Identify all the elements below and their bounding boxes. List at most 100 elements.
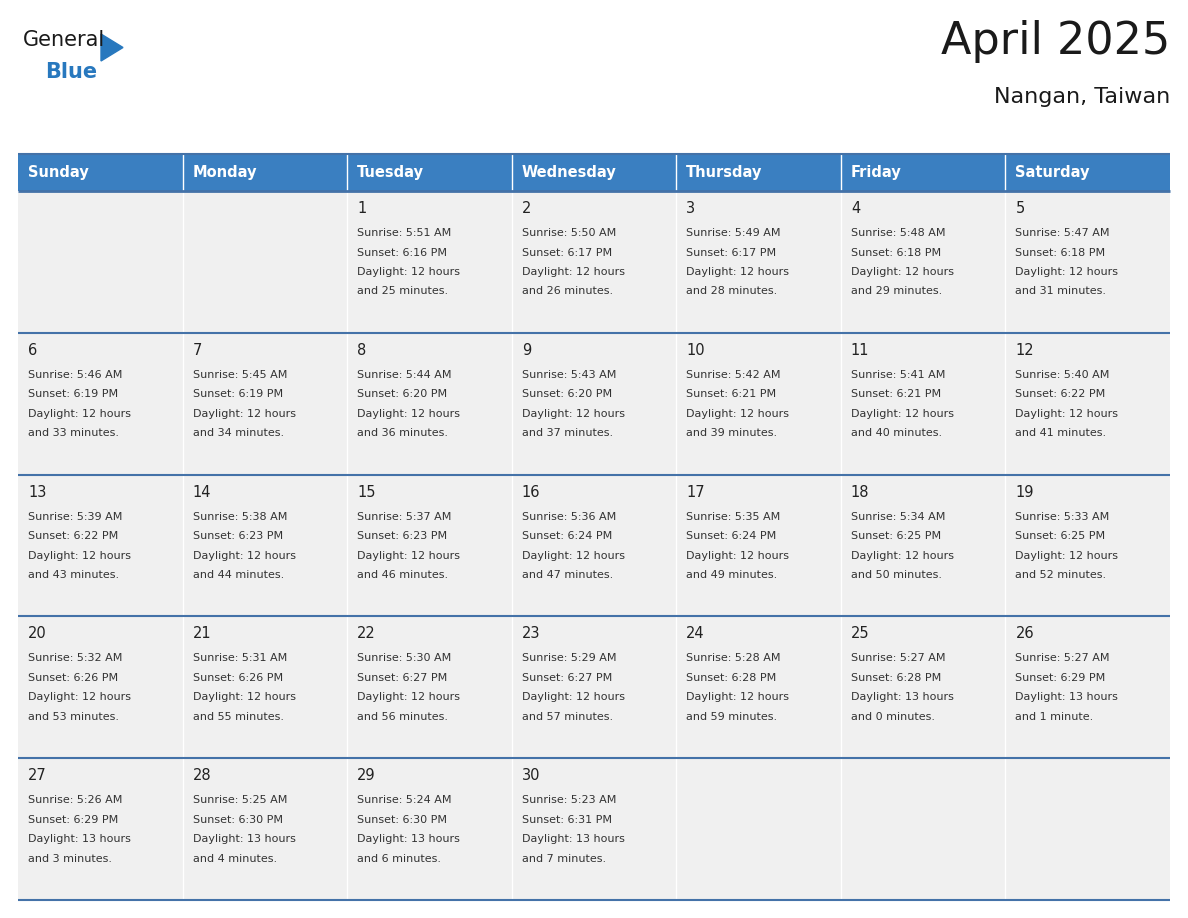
- Text: Sunrise: 5:37 AM: Sunrise: 5:37 AM: [358, 511, 451, 521]
- Text: Sunset: 6:24 PM: Sunset: 6:24 PM: [687, 532, 777, 541]
- Text: and 53 minutes.: and 53 minutes.: [29, 711, 119, 722]
- Text: 27: 27: [29, 768, 46, 783]
- Text: General: General: [23, 30, 106, 50]
- Text: Sunrise: 5:50 AM: Sunrise: 5:50 AM: [522, 228, 615, 238]
- Text: Sunrise: 5:43 AM: Sunrise: 5:43 AM: [522, 370, 617, 380]
- Bar: [183, 475, 347, 616]
- Text: Sunrise: 5:27 AM: Sunrise: 5:27 AM: [1016, 654, 1110, 664]
- Text: and 37 minutes.: and 37 minutes.: [522, 429, 613, 438]
- Bar: [18, 191, 183, 333]
- Text: 2: 2: [522, 201, 531, 216]
- Text: and 57 minutes.: and 57 minutes.: [522, 711, 613, 722]
- Text: and 49 minutes.: and 49 minutes.: [687, 570, 777, 580]
- Text: Sunset: 6:25 PM: Sunset: 6:25 PM: [1016, 532, 1106, 541]
- Text: Daylight: 12 hours: Daylight: 12 hours: [1016, 267, 1118, 277]
- Text: Daylight: 12 hours: Daylight: 12 hours: [522, 692, 625, 702]
- Text: Nangan, Taiwan: Nangan, Taiwan: [993, 87, 1170, 107]
- Text: Sunset: 6:18 PM: Sunset: 6:18 PM: [1016, 248, 1106, 258]
- Text: Daylight: 12 hours: Daylight: 12 hours: [851, 551, 954, 561]
- Text: Sunrise: 5:24 AM: Sunrise: 5:24 AM: [358, 795, 451, 805]
- Text: Sunset: 6:29 PM: Sunset: 6:29 PM: [1016, 673, 1106, 683]
- Text: Daylight: 12 hours: Daylight: 12 hours: [358, 267, 460, 277]
- Text: Sunrise: 5:40 AM: Sunrise: 5:40 AM: [1016, 370, 1110, 380]
- Text: and 46 minutes.: and 46 minutes.: [358, 570, 448, 580]
- Text: and 44 minutes.: and 44 minutes.: [192, 570, 284, 580]
- Text: and 59 minutes.: and 59 minutes.: [687, 711, 777, 722]
- Bar: [1005, 154, 1170, 191]
- Text: and 36 minutes.: and 36 minutes.: [358, 429, 448, 438]
- Text: and 4 minutes.: and 4 minutes.: [192, 854, 277, 864]
- Bar: [347, 616, 512, 758]
- Text: Sunset: 6:26 PM: Sunset: 6:26 PM: [29, 673, 118, 683]
- Text: 8: 8: [358, 342, 366, 358]
- Text: and 28 minutes.: and 28 minutes.: [687, 286, 777, 297]
- Text: Sunrise: 5:26 AM: Sunrise: 5:26 AM: [29, 795, 122, 805]
- Text: Sunset: 6:28 PM: Sunset: 6:28 PM: [851, 673, 941, 683]
- Text: Daylight: 13 hours: Daylight: 13 hours: [522, 834, 625, 845]
- Bar: [512, 758, 676, 900]
- Bar: [183, 191, 347, 333]
- Text: Sunset: 6:17 PM: Sunset: 6:17 PM: [522, 248, 612, 258]
- Bar: [347, 758, 512, 900]
- Text: Sunrise: 5:28 AM: Sunrise: 5:28 AM: [687, 654, 781, 664]
- Bar: [841, 333, 1005, 475]
- Text: Friday: Friday: [851, 165, 902, 180]
- Text: Daylight: 13 hours: Daylight: 13 hours: [192, 834, 296, 845]
- Polygon shape: [101, 34, 124, 61]
- Text: and 43 minutes.: and 43 minutes.: [29, 570, 119, 580]
- Text: Monday: Monday: [192, 165, 257, 180]
- Bar: [183, 616, 347, 758]
- Text: Sunset: 6:24 PM: Sunset: 6:24 PM: [522, 532, 612, 541]
- Text: 15: 15: [358, 485, 375, 499]
- Text: and 56 minutes.: and 56 minutes.: [358, 711, 448, 722]
- Text: 30: 30: [522, 768, 541, 783]
- Text: Daylight: 12 hours: Daylight: 12 hours: [522, 267, 625, 277]
- Bar: [841, 616, 1005, 758]
- Text: Sunrise: 5:29 AM: Sunrise: 5:29 AM: [522, 654, 617, 664]
- Text: and 31 minutes.: and 31 minutes.: [1016, 286, 1106, 297]
- Bar: [676, 758, 841, 900]
- Text: 9: 9: [522, 342, 531, 358]
- Bar: [841, 191, 1005, 333]
- Text: Daylight: 13 hours: Daylight: 13 hours: [29, 834, 131, 845]
- Text: 5: 5: [1016, 201, 1025, 216]
- Text: Daylight: 13 hours: Daylight: 13 hours: [851, 692, 954, 702]
- Text: and 55 minutes.: and 55 minutes.: [192, 711, 284, 722]
- Text: Sunset: 6:22 PM: Sunset: 6:22 PM: [29, 532, 119, 541]
- Text: 12: 12: [1016, 342, 1034, 358]
- Text: Sunrise: 5:25 AM: Sunrise: 5:25 AM: [192, 795, 287, 805]
- Text: Sunrise: 5:46 AM: Sunrise: 5:46 AM: [29, 370, 122, 380]
- Text: 1: 1: [358, 201, 366, 216]
- Bar: [347, 154, 512, 191]
- Text: 17: 17: [687, 485, 704, 499]
- Text: Sunset: 6:20 PM: Sunset: 6:20 PM: [358, 389, 447, 399]
- Text: Sunset: 6:20 PM: Sunset: 6:20 PM: [522, 389, 612, 399]
- Text: Sunset: 6:18 PM: Sunset: 6:18 PM: [851, 248, 941, 258]
- Text: 29: 29: [358, 768, 375, 783]
- Text: Sunrise: 5:27 AM: Sunrise: 5:27 AM: [851, 654, 946, 664]
- Text: 19: 19: [1016, 485, 1034, 499]
- Text: Sunset: 6:17 PM: Sunset: 6:17 PM: [687, 248, 777, 258]
- Text: Sunset: 6:16 PM: Sunset: 6:16 PM: [358, 248, 447, 258]
- Text: Sunset: 6:31 PM: Sunset: 6:31 PM: [522, 814, 612, 824]
- Text: Daylight: 12 hours: Daylight: 12 hours: [192, 409, 296, 419]
- Bar: [676, 154, 841, 191]
- Text: 3: 3: [687, 201, 695, 216]
- Bar: [347, 191, 512, 333]
- Text: Sunrise: 5:23 AM: Sunrise: 5:23 AM: [522, 795, 617, 805]
- Text: 14: 14: [192, 485, 211, 499]
- Bar: [1005, 191, 1170, 333]
- Bar: [676, 191, 841, 333]
- Text: Sunrise: 5:41 AM: Sunrise: 5:41 AM: [851, 370, 946, 380]
- Text: 7: 7: [192, 342, 202, 358]
- Text: Daylight: 12 hours: Daylight: 12 hours: [29, 409, 131, 419]
- Bar: [18, 616, 183, 758]
- Text: and 29 minutes.: and 29 minutes.: [851, 286, 942, 297]
- Bar: [347, 333, 512, 475]
- Bar: [18, 154, 183, 191]
- Text: and 41 minutes.: and 41 minutes.: [1016, 429, 1106, 438]
- Text: Blue: Blue: [45, 62, 97, 82]
- Text: Daylight: 12 hours: Daylight: 12 hours: [192, 551, 296, 561]
- Text: and 47 minutes.: and 47 minutes.: [522, 570, 613, 580]
- Text: 28: 28: [192, 768, 211, 783]
